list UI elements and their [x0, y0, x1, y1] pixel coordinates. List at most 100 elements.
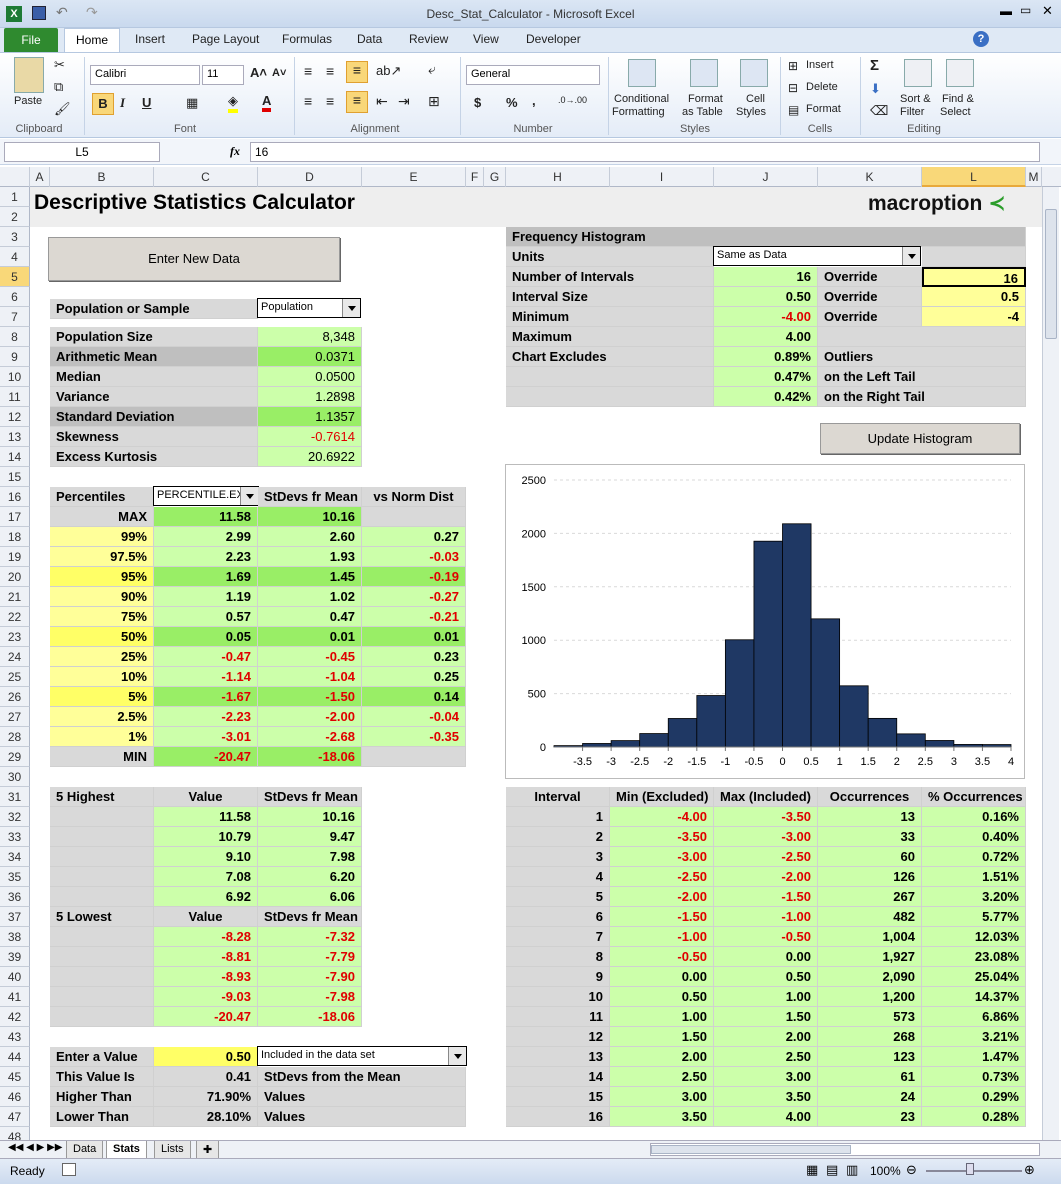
row-header[interactable]: 21	[0, 587, 30, 607]
select-all-corner[interactable]	[0, 167, 30, 187]
zoom-slider-thumb[interactable]	[966, 1163, 974, 1175]
row-header[interactable]: 38	[0, 927, 30, 947]
row-header[interactable]: 44	[0, 1047, 30, 1067]
paste-icon[interactable]	[14, 57, 44, 93]
worksheet-grid[interactable]: Descriptive Statistics Calculator macrop…	[30, 187, 1042, 1140]
tab-view[interactable]: View	[473, 32, 499, 46]
font-size-combo[interactable]: 11	[202, 65, 244, 85]
histogram-chart[interactable]: 0 500 1000 1500 2000 2500 -3.5 -3 -2.5 -2 -1.5 -1 -0…	[505, 464, 1025, 779]
align-left-icon[interactable]: ≡	[304, 93, 313, 109]
row-header[interactable]: 6	[0, 287, 30, 307]
autosum-icon[interactable]: Σ	[870, 57, 880, 74]
currency-icon[interactable]: $	[474, 95, 482, 110]
row-header[interactable]: 2	[0, 207, 30, 227]
redo-icon[interactable]: ↷	[86, 4, 98, 20]
merge-center-icon[interactable]: ⊞	[428, 93, 440, 109]
fill-color-icon[interactable]: ◈	[228, 93, 238, 113]
paste-button[interactable]: Paste	[14, 95, 43, 107]
page-layout-view-icon[interactable]: ▤	[826, 1162, 839, 1177]
column-header-d[interactable]: D	[258, 167, 362, 187]
tab-formulas[interactable]: Formulas	[282, 32, 333, 46]
row-header[interactable]: 18	[0, 527, 30, 547]
column-header-k[interactable]: K	[818, 167, 922, 187]
row-header[interactable]: 34	[0, 847, 30, 867]
close-icon[interactable]: ✕	[1042, 3, 1053, 18]
tab-data[interactable]: Data	[357, 32, 383, 46]
row-header[interactable]: 35	[0, 867, 30, 887]
row-header[interactable]: 8	[0, 327, 30, 347]
delete-cells-icon[interactable]: ⊟	[788, 81, 799, 95]
sheet-tab-stats[interactable]: Stats	[106, 1141, 147, 1159]
fx-icon[interactable]: fx	[230, 144, 240, 158]
new-sheet-icon[interactable]: ✚	[196, 1141, 220, 1159]
tab-review[interactable]: Review	[409, 32, 449, 46]
row-header[interactable]: 27	[0, 707, 30, 727]
tab-developer[interactable]: Developer	[526, 32, 581, 46]
tab-insert[interactable]: Insert	[135, 32, 166, 46]
enter-new-data-button[interactable]: Enter New Data	[48, 237, 340, 281]
row-header[interactable]: 23	[0, 627, 30, 647]
conditional-formatting-icon[interactable]	[628, 59, 656, 87]
row-header[interactable]: 11	[0, 387, 30, 407]
row-header[interactable]: 31	[0, 787, 30, 807]
find-select-line1[interactable]: Find &	[942, 93, 974, 105]
normal-view-icon[interactable]: ▦	[806, 1162, 819, 1177]
minimize-icon[interactable]: ▬	[1000, 4, 1012, 18]
override-input[interactable]: 16	[922, 267, 1026, 287]
align-right-icon[interactable]: ≡	[346, 91, 368, 113]
hscroll-thumb[interactable]	[651, 1145, 851, 1154]
row-header[interactable]: 40	[0, 967, 30, 987]
column-header-l[interactable]: L	[922, 167, 1026, 187]
row-header[interactable]: 47	[0, 1107, 30, 1127]
column-header-m[interactable]: M	[1026, 167, 1042, 187]
grow-font-icon[interactable]: A˄	[250, 65, 267, 80]
column-header-f[interactable]: F	[466, 167, 484, 187]
row-header[interactable]: 32	[0, 807, 30, 827]
pop-or-sample-dropdown[interactable]: Population	[257, 298, 361, 318]
row-header[interactable]: 46	[0, 1087, 30, 1107]
chevron-down-icon[interactable]	[240, 487, 258, 505]
column-header-j[interactable]: J	[714, 167, 818, 187]
sort-filter-icon[interactable]	[904, 59, 932, 87]
row-header[interactable]: 26	[0, 687, 30, 707]
find-select-icon[interactable]	[946, 59, 974, 87]
maximize-icon[interactable]: ▭	[1020, 3, 1032, 17]
cell-styles-icon[interactable]	[740, 59, 768, 87]
format-as-table-line2[interactable]: as Table	[682, 106, 723, 118]
decrease-indent-icon[interactable]: ⇤	[376, 93, 388, 109]
column-header-g[interactable]: G	[484, 167, 506, 187]
row-header[interactable]: 19	[0, 547, 30, 567]
tab-home[interactable]: Home	[64, 28, 120, 53]
help-icon[interactable]: ?	[973, 31, 989, 47]
insert-cells-button[interactable]: Insert	[806, 59, 834, 71]
bold-icon[interactable]: B	[92, 93, 114, 115]
number-format-combo[interactable]: General	[466, 65, 600, 85]
column-header-e[interactable]: E	[362, 167, 466, 187]
align-center-icon[interactable]: ≡	[326, 93, 335, 109]
row-header[interactable]: 30	[0, 767, 30, 787]
cell-styles-line2[interactable]: Styles	[736, 106, 766, 118]
row-header[interactable]: 12	[0, 407, 30, 427]
row-header[interactable]: 45	[0, 1067, 30, 1087]
row-header[interactable]: 17	[0, 507, 30, 527]
conditional-formatting-line1[interactable]: Conditional	[614, 93, 670, 105]
row-header[interactable]: 1	[0, 187, 30, 207]
zoom-level[interactable]: 100%	[870, 1164, 901, 1178]
tab-file[interactable]: File	[4, 28, 58, 52]
name-box[interactable]: L5	[4, 142, 160, 162]
row-header[interactable]: 3	[0, 227, 30, 247]
chevron-down-icon[interactable]	[448, 1047, 466, 1065]
format-as-table-line1[interactable]: Format	[688, 93, 723, 105]
row-header[interactable]: 9	[0, 347, 30, 367]
excel-icon[interactable]: X	[6, 6, 22, 22]
column-header-c[interactable]: C	[154, 167, 258, 187]
row-header[interactable]: 22	[0, 607, 30, 627]
column-header-i[interactable]: I	[610, 167, 714, 187]
macro-record-icon[interactable]	[62, 1163, 76, 1176]
row-header[interactable]: 20	[0, 567, 30, 587]
zoom-out-icon[interactable]: ⊖	[906, 1162, 917, 1177]
percentile-function-dropdown[interactable]: PERCENTILE.EXC	[153, 486, 259, 506]
tab-page-layout[interactable]: Page Layout	[192, 32, 260, 46]
sheet-tab-data[interactable]: Data	[66, 1141, 104, 1159]
shrink-font-icon[interactable]: A˅	[272, 67, 287, 79]
